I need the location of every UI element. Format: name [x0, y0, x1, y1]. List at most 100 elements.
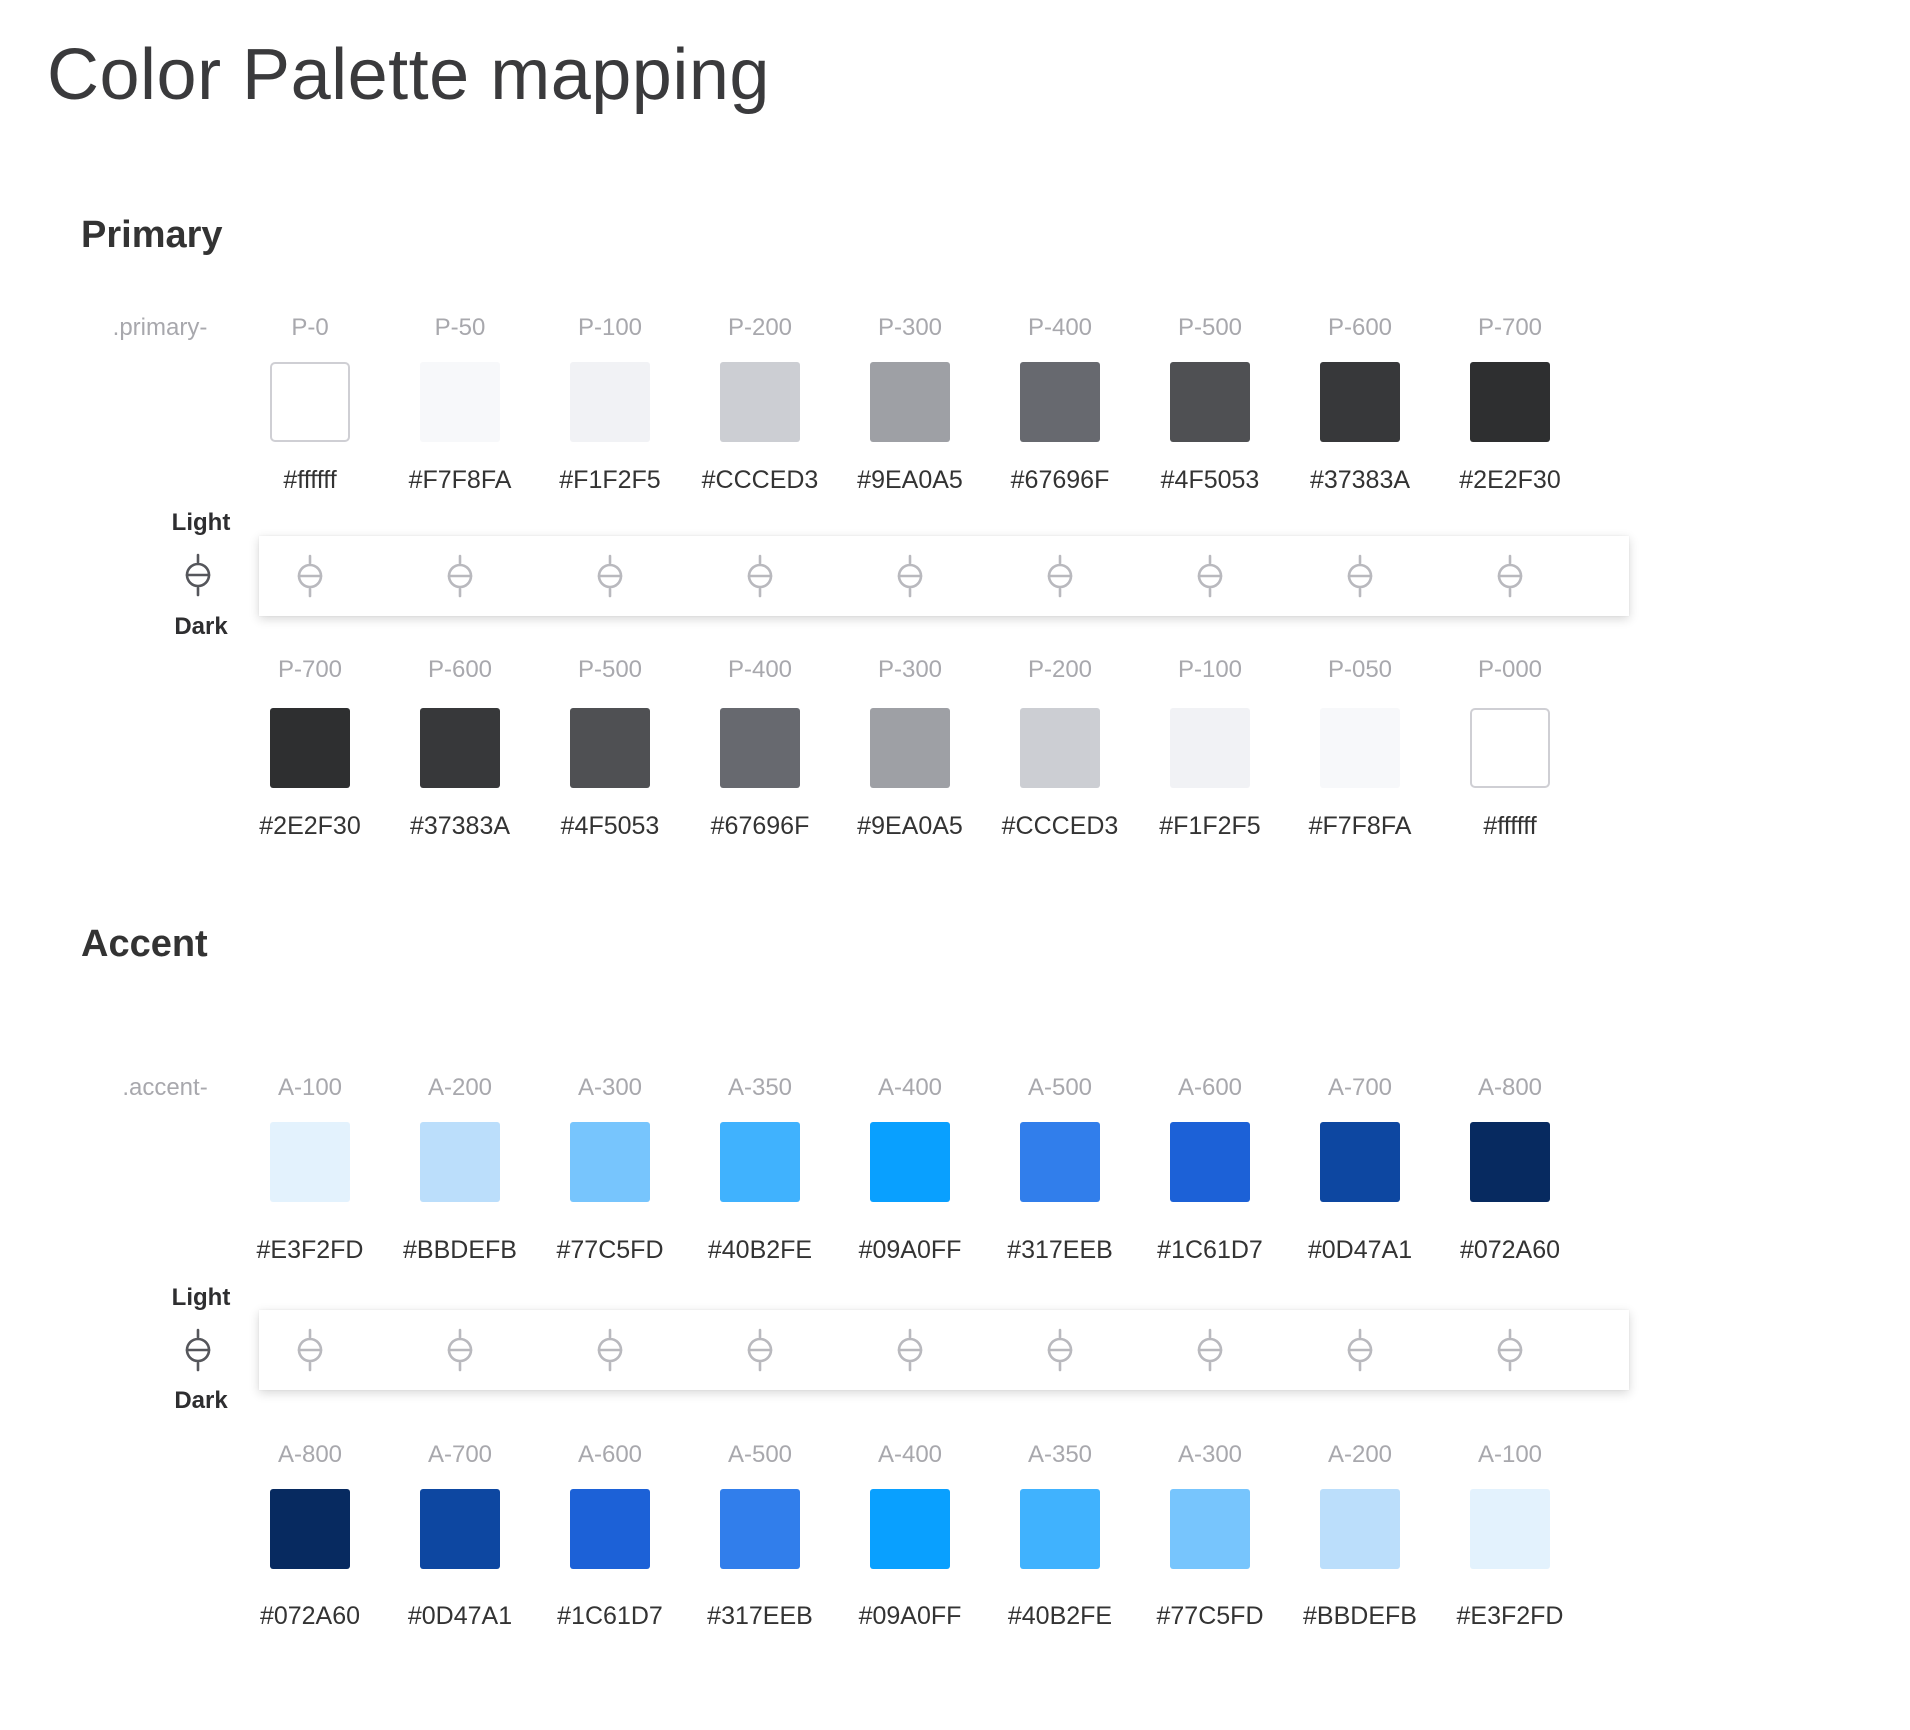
hex-value: #77C5FD [1156, 1602, 1264, 1630]
page-title: Color Palette mapping [47, 35, 770, 115]
swatch-label: P-400 [727, 656, 793, 683]
color-chip[interactable] [420, 1489, 500, 1569]
swatch-label: A-100 [277, 1074, 343, 1101]
hex-value: #2E2F30 [259, 812, 361, 840]
mapping-switch-icon[interactable] [295, 1328, 325, 1372]
mapping-switch-icon[interactable] [1195, 554, 1225, 598]
mapping-switch-icon[interactable] [1345, 554, 1375, 598]
color-chip[interactable] [720, 362, 800, 442]
color-chip[interactable] [1470, 1489, 1550, 1569]
color-chip[interactable] [1170, 362, 1250, 442]
accent-dark-label: Dark [174, 1387, 228, 1414]
hex-value: #ffffff [283, 466, 337, 494]
color-chip[interactable] [1170, 708, 1250, 788]
swatch-label: A-200 [1327, 1441, 1393, 1468]
color-chip[interactable] [1020, 1122, 1100, 1202]
mapping-switch-icon[interactable] [1495, 1328, 1525, 1372]
color-chip[interactable] [420, 1122, 500, 1202]
swatch-label: A-300 [1177, 1441, 1243, 1468]
color-chip[interactable] [270, 708, 350, 788]
hex-value: #0D47A1 [1307, 1236, 1413, 1264]
color-chip[interactable] [1470, 1122, 1550, 1202]
color-chip[interactable] [1320, 1122, 1400, 1202]
hex-value: #2E2F30 [1459, 466, 1561, 494]
accent-light-dark-switch-icon[interactable] [183, 1328, 213, 1372]
swatch-label: A-500 [727, 1441, 793, 1468]
hex-value: #072A60 [259, 1602, 361, 1630]
color-chip[interactable] [270, 1489, 350, 1569]
hex-value: #37383A [1309, 466, 1411, 494]
hex-value: #77C5FD [556, 1236, 664, 1264]
color-chip[interactable] [1020, 708, 1100, 788]
hex-value: #37383A [409, 812, 511, 840]
color-chip[interactable] [570, 1489, 650, 1569]
primary-light-dark-switch-icon[interactable] [183, 553, 213, 597]
color-chip[interactable] [420, 708, 500, 788]
color-chip[interactable] [720, 708, 800, 788]
mapping-switch-icon[interactable] [1195, 1328, 1225, 1372]
mapping-switch-icon[interactable] [595, 554, 625, 598]
hex-value: #4F5053 [560, 812, 660, 840]
color-chip[interactable] [1320, 708, 1400, 788]
swatch-label: A-400 [877, 1441, 943, 1468]
color-chip[interactable] [1170, 1122, 1250, 1202]
swatch-label: P-400 [1027, 314, 1093, 341]
swatch-label: P-300 [877, 314, 943, 341]
mapping-switch-icon[interactable] [895, 1328, 925, 1372]
color-chip[interactable] [870, 1122, 950, 1202]
primary-dark-label: Dark [174, 613, 228, 640]
color-chip[interactable] [720, 1122, 800, 1202]
hex-value: #072A60 [1459, 1236, 1561, 1264]
hex-value: #40B2FE [707, 1236, 813, 1264]
mapping-switch-icon[interactable] [445, 554, 475, 598]
accent-light-label: Light [171, 1284, 231, 1311]
color-chip[interactable] [1470, 362, 1550, 442]
color-chip[interactable] [870, 708, 950, 788]
color-chip[interactable] [270, 1122, 350, 1202]
color-chip[interactable] [1170, 1489, 1250, 1569]
color-chip[interactable] [870, 1489, 950, 1569]
color-chip[interactable] [420, 362, 500, 442]
color-chip[interactable] [1320, 362, 1400, 442]
mapping-switch-icon[interactable] [1045, 1328, 1075, 1372]
mapping-switch-icon[interactable] [295, 554, 325, 598]
swatch-label: A-800 [1477, 1074, 1543, 1101]
mapping-switch-icon[interactable] [745, 1328, 775, 1372]
hex-value: #317EEB [707, 1602, 813, 1630]
mapping-switch-icon[interactable] [895, 554, 925, 598]
swatch-label: P-050 [1327, 656, 1393, 683]
swatch-label: P-000 [1477, 656, 1543, 683]
mapping-switch-icon[interactable] [1345, 1328, 1375, 1372]
swatch-label: A-400 [877, 1074, 943, 1101]
swatch-label: P-600 [427, 656, 493, 683]
mapping-switch-icon[interactable] [1495, 554, 1525, 598]
primary-light-label: Light [171, 509, 231, 536]
accent-prefix: .accent- [122, 1074, 208, 1101]
mapping-switch-icon[interactable] [745, 554, 775, 598]
hex-value: #E3F2FD [256, 1236, 364, 1264]
color-chip[interactable] [570, 362, 650, 442]
mapping-switch-icon[interactable] [445, 1328, 475, 1372]
hex-value: #0D47A1 [407, 1602, 513, 1630]
hex-value: #F1F2F5 [559, 466, 661, 494]
color-chip[interactable] [570, 1122, 650, 1202]
hex-value: #317EEB [1007, 1236, 1113, 1264]
hex-value: #09A0FF [858, 1602, 962, 1630]
color-chip[interactable] [270, 362, 350, 442]
swatch-label: P-500 [577, 656, 643, 683]
mapping-switch-icon[interactable] [595, 1328, 625, 1372]
color-chip[interactable] [720, 1489, 800, 1569]
color-chip[interactable] [1470, 708, 1550, 788]
swatch-label: P-50 [434, 314, 486, 341]
color-chip[interactable] [570, 708, 650, 788]
primary-prefix: .primary- [112, 314, 208, 341]
swatch-label: A-600 [1177, 1074, 1243, 1101]
color-chip[interactable] [1020, 362, 1100, 442]
color-chip[interactable] [870, 362, 950, 442]
color-chip[interactable] [1020, 1489, 1100, 1569]
hex-value: #67696F [710, 812, 810, 840]
color-chip[interactable] [1320, 1489, 1400, 1569]
swatch-label: A-600 [577, 1441, 643, 1468]
swatch-label: P-600 [1327, 314, 1393, 341]
mapping-switch-icon[interactable] [1045, 554, 1075, 598]
